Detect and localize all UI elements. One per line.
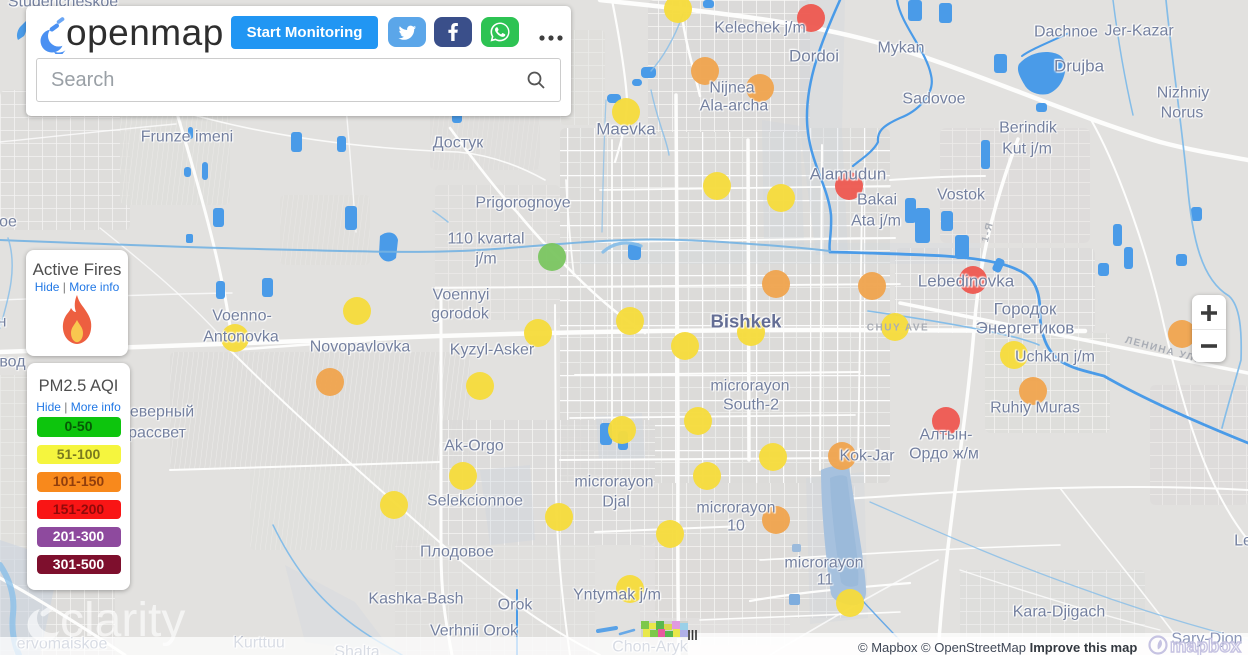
svg-text:mapbox: mapbox [1170, 635, 1242, 655]
